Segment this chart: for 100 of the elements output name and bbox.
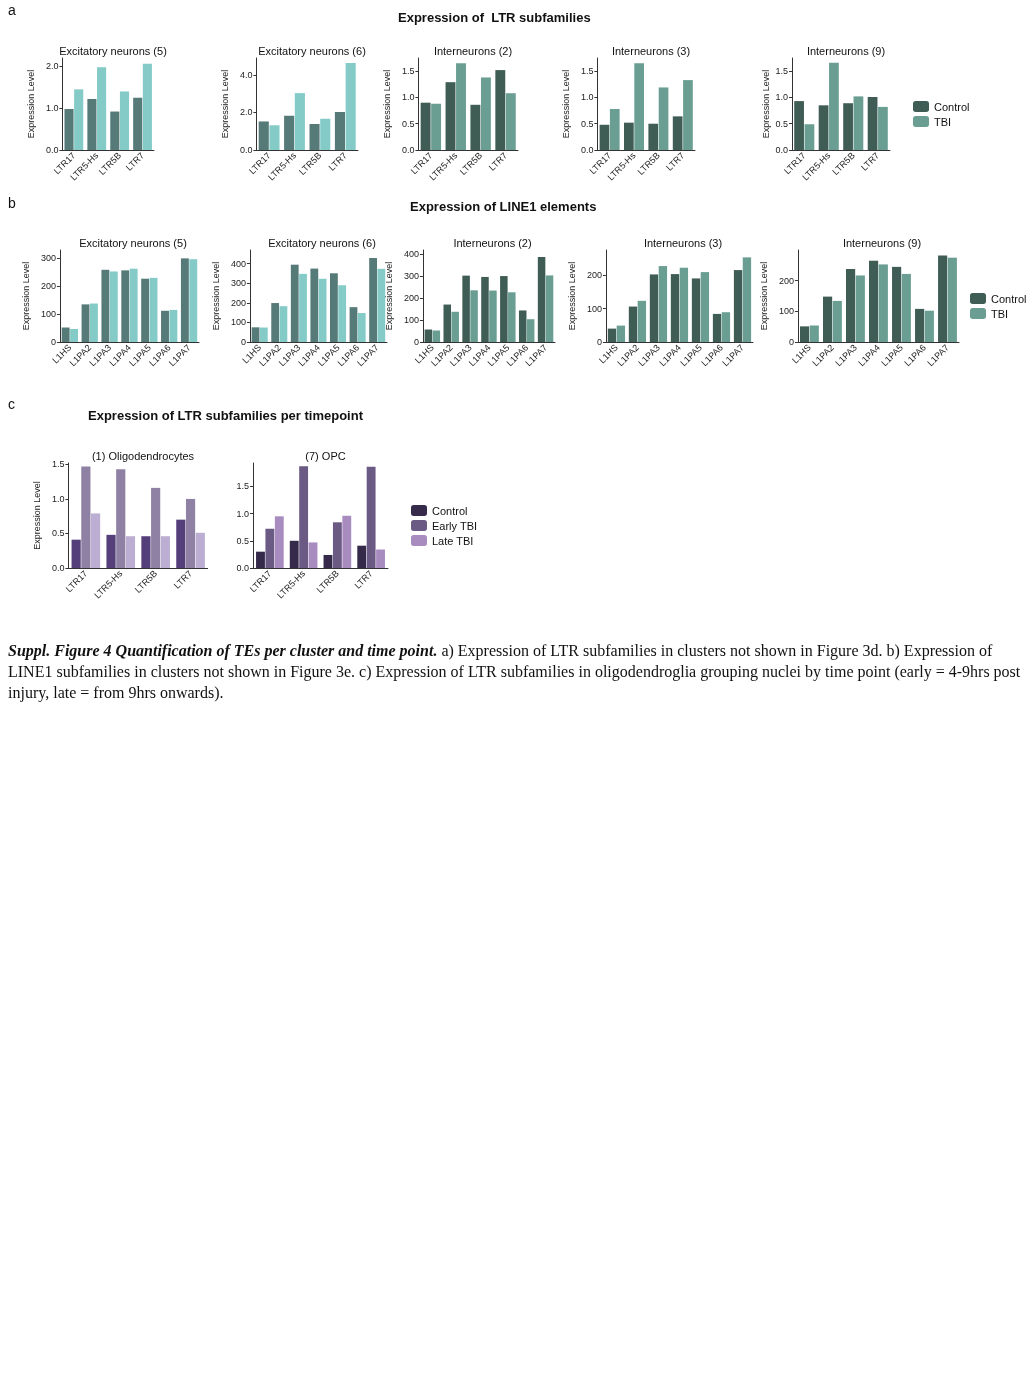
bar <box>64 109 74 150</box>
y-tick-label: 100 <box>586 303 602 314</box>
bar <box>89 303 98 342</box>
bar <box>691 278 701 342</box>
y-tick-label: 0.5 <box>775 118 788 129</box>
y-tick-label: 4.0 <box>239 69 253 80</box>
chart-title: Excitatory neurons (6) <box>258 44 366 57</box>
bar <box>294 93 305 150</box>
bar <box>721 312 731 342</box>
bar <box>901 273 911 342</box>
y-tick-label: 1.5 <box>51 459 65 470</box>
y-axis-title: Expression Level <box>31 481 42 550</box>
bar <box>377 268 386 342</box>
bar <box>185 498 196 568</box>
bar <box>518 310 527 342</box>
bar <box>420 102 431 150</box>
text: Expression of LINE1 elements <box>410 199 597 214</box>
legend-label: Late TBI <box>432 534 474 547</box>
y-tick-label: 0.0 <box>51 563 65 573</box>
bar <box>742 257 752 342</box>
bar <box>269 125 280 150</box>
bar <box>119 91 130 150</box>
y-tick-label: 300 <box>40 253 56 264</box>
bar <box>495 70 506 150</box>
bar <box>508 292 516 342</box>
bar <box>180 258 189 342</box>
bar <box>672 116 683 150</box>
bar <box>323 554 333 568</box>
bar <box>628 306 638 342</box>
bar <box>480 77 491 150</box>
bar <box>470 104 481 150</box>
bar <box>526 319 535 342</box>
y-tick-label: 0.0 <box>45 145 59 155</box>
bar <box>818 105 829 150</box>
bar <box>456 63 466 150</box>
bar <box>829 62 839 150</box>
chart-title: Excitatory neurons (6) <box>268 236 376 249</box>
bar <box>258 121 269 150</box>
bar <box>357 313 366 342</box>
y-tick-label: 2.0 <box>239 107 253 118</box>
bar <box>683 80 693 150</box>
bar <box>648 123 659 150</box>
y-tick-label: 1.0 <box>775 92 788 103</box>
bar <box>869 260 879 342</box>
bar <box>289 540 299 568</box>
bar <box>265 528 275 568</box>
bar <box>141 536 151 568</box>
bar <box>160 536 170 568</box>
bar <box>338 285 347 342</box>
bar <box>846 269 856 342</box>
y-tick-label: 200 <box>40 281 56 292</box>
chart-title: Interneurons (2) <box>453 236 532 249</box>
y-tick-label: 0.5 <box>580 118 594 129</box>
bar <box>658 266 668 342</box>
bar <box>176 519 186 568</box>
legend-label: Control <box>991 292 1027 305</box>
y-tick-label: 0.5 <box>236 535 249 546</box>
bar <box>832 300 842 342</box>
chart-title: Excitatory neurons (5) <box>79 236 187 249</box>
bar <box>61 327 70 342</box>
y-tick-label: 2.0 <box>45 61 59 72</box>
bar <box>809 325 819 342</box>
bar <box>505 93 516 150</box>
bar <box>284 115 295 150</box>
bar <box>251 327 260 342</box>
bar <box>129 268 138 342</box>
y-tick-label: 200 <box>403 293 419 304</box>
bar <box>349 307 358 342</box>
bar <box>500 276 508 342</box>
y-axis-title: Expression Level <box>566 261 577 331</box>
y-axis-title: Expression Level <box>760 69 771 139</box>
chart-title: Interneurons (3) <box>643 236 723 249</box>
bar <box>309 124 320 150</box>
bar <box>823 296 833 342</box>
text: c <box>8 396 15 412</box>
bar <box>451 311 459 342</box>
bar <box>867 96 878 150</box>
bar <box>878 106 888 150</box>
bar <box>259 327 268 342</box>
text: b <box>8 195 16 211</box>
chart-title: Interneurons (9) <box>806 44 886 57</box>
bar <box>670 274 680 342</box>
bar <box>679 267 689 342</box>
legend-label: TBI <box>991 307 1009 320</box>
bar <box>804 124 815 150</box>
bar <box>489 290 497 342</box>
bar <box>733 270 743 342</box>
y-tick-label: 1.5 <box>236 481 249 492</box>
bar <box>432 330 441 342</box>
bar <box>345 62 356 150</box>
y-tick-label: 0.5 <box>401 118 415 129</box>
bar <box>279 306 288 342</box>
y-tick-label: 400 <box>230 258 246 269</box>
bar <box>161 310 169 342</box>
bar <box>121 270 130 342</box>
bar <box>310 268 319 342</box>
bar <box>97 67 107 150</box>
y-tick-label: 0.0 <box>236 563 249 573</box>
y-tick-label: 1.0 <box>51 493 65 504</box>
y-axis-title: Expression Level <box>219 69 230 139</box>
